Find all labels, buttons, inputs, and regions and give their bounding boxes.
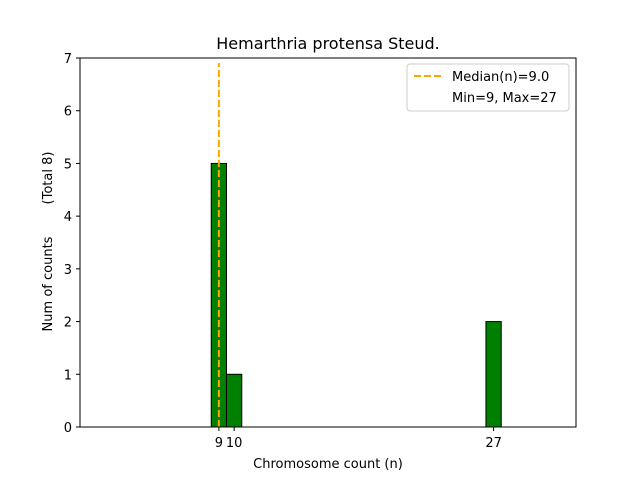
y-tick-label: 0 — [64, 421, 72, 436]
y-tick-label: 4 — [64, 210, 72, 225]
x-axis-label: Chromosome count (n) — [253, 457, 403, 472]
y-ticks: 0 1 2 3 4 5 6 7 — [64, 52, 80, 436]
bars-group — [210, 162, 502, 428]
bar-27 — [485, 321, 502, 428]
x-tick-label: 10 — [226, 436, 243, 451]
y-tick-label: 3 — [64, 263, 72, 278]
plot-frame — [79, 57, 577, 428]
legend-minmax-label: Min=9, Max=27 — [452, 91, 557, 106]
y-tick-label: 6 — [64, 105, 72, 120]
legend-median-label: Median(n)=9.0 — [452, 70, 549, 85]
y-tick-label: 5 — [64, 157, 72, 172]
legend: Median(n)=9.0 Min=9, Max=27 — [406, 63, 570, 112]
y-tick-label: 7 — [64, 52, 72, 67]
x-ticks: 9 10 27 — [215, 427, 502, 451]
y-axis-total-note: (Total 8) — [41, 152, 56, 205]
bar-10 — [226, 373, 243, 428]
x-tick-label: 9 — [215, 436, 223, 451]
y-tick-label: 2 — [64, 316, 72, 331]
chart-title: Hemarthria protensa Steud. — [216, 34, 439, 53]
x-tick-label: 27 — [485, 436, 502, 451]
y-axis-label: Num of counts — [41, 236, 56, 331]
y-tick-label: 1 — [64, 368, 72, 383]
legend-box — [406, 63, 570, 112]
